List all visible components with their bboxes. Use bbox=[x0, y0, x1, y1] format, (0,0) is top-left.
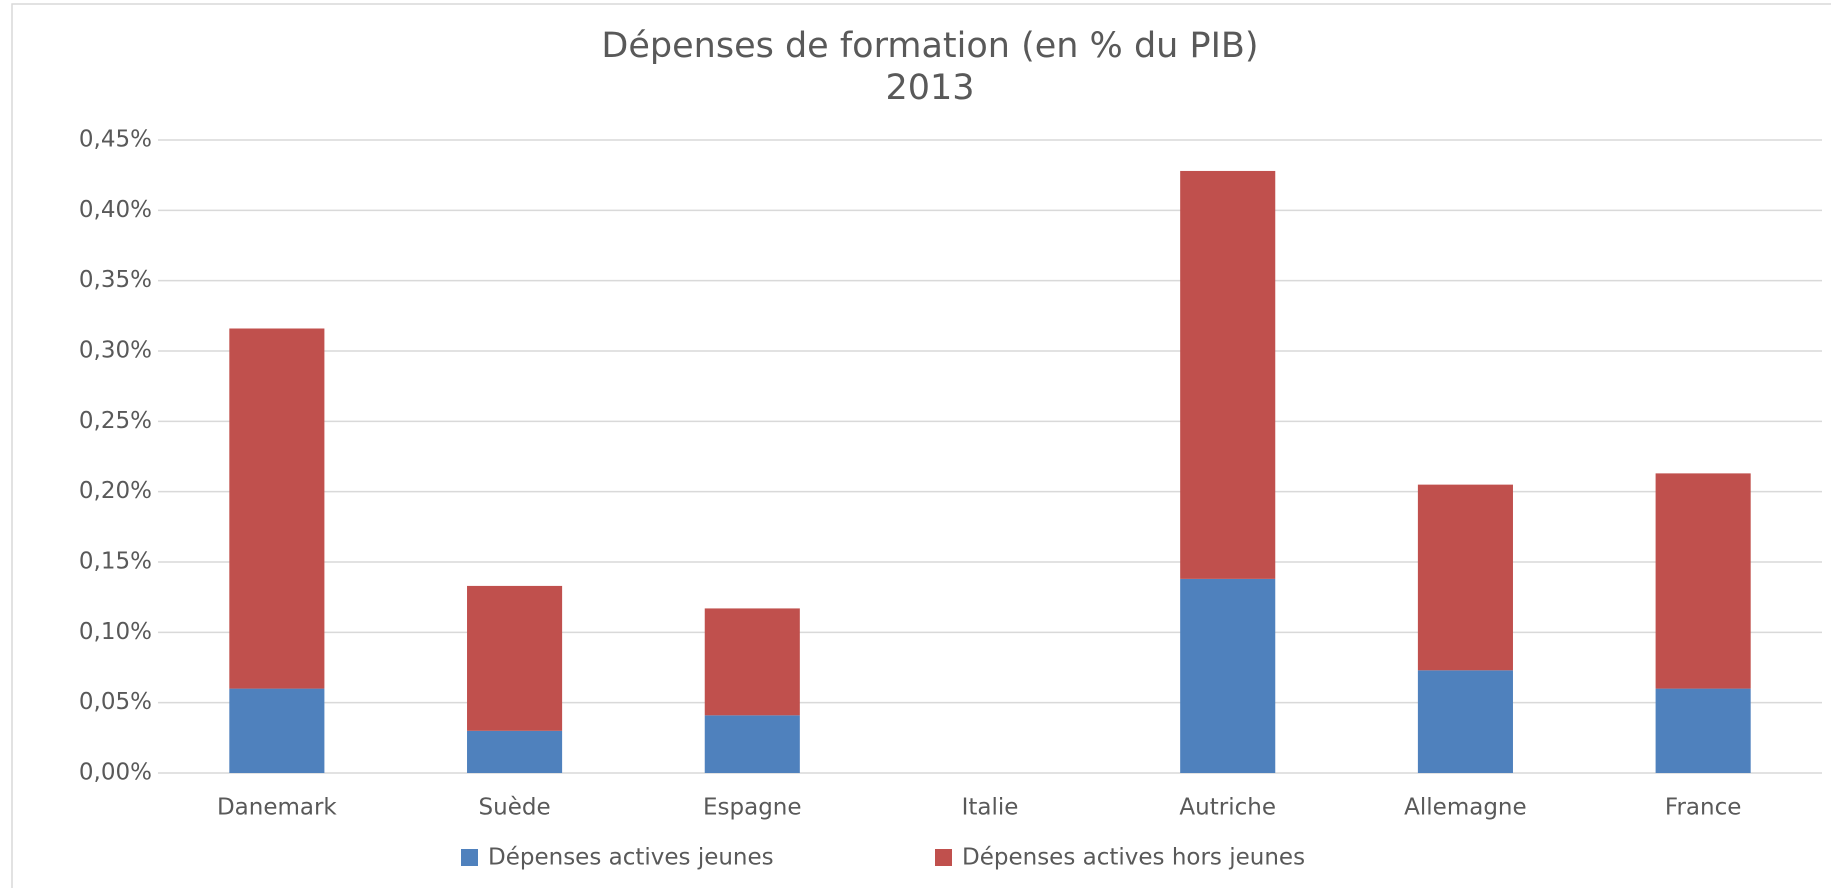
legend-swatch bbox=[461, 849, 478, 866]
y-tick-label: 0,25% bbox=[79, 408, 152, 434]
legend-swatch bbox=[935, 849, 952, 866]
y-tick-label: 0,45% bbox=[79, 127, 152, 153]
chart-subtitle: 2013 bbox=[885, 68, 974, 108]
y-tick-label: 0,10% bbox=[79, 619, 152, 645]
y-tick-label: 0,40% bbox=[79, 197, 152, 223]
y-tick-label: 0,05% bbox=[79, 689, 152, 715]
bar-segment bbox=[704, 608, 800, 716]
x-tick-label: Italie bbox=[962, 795, 1019, 821]
bar-segment bbox=[229, 328, 325, 689]
x-tick-label: Danemark bbox=[217, 795, 337, 821]
legend-label: Dépenses actives jeunes bbox=[488, 845, 774, 871]
bar-segment bbox=[1655, 688, 1751, 773]
bar-segment bbox=[1655, 473, 1751, 689]
x-tick-label: Autriche bbox=[1179, 795, 1276, 821]
x-tick-label: France bbox=[1665, 795, 1741, 821]
bar-segment bbox=[1180, 170, 1276, 579]
x-tick-label: Suède bbox=[479, 795, 551, 821]
bar-segment bbox=[1417, 670, 1513, 773]
bar-segment bbox=[467, 730, 563, 773]
x-tick-label: Espagne bbox=[703, 795, 802, 821]
y-tick-label: 0,00% bbox=[79, 760, 152, 786]
bar-segment bbox=[1417, 484, 1513, 671]
bar-segment bbox=[1180, 578, 1276, 773]
bar-segment bbox=[229, 688, 325, 773]
y-tick-label: 0,30% bbox=[79, 338, 152, 364]
y-tick-label: 0,35% bbox=[79, 267, 152, 293]
x-tick-label: Allemagne bbox=[1404, 795, 1527, 821]
chart-title: Dépenses de formation (en % du PIB) bbox=[601, 26, 1258, 66]
bar-segment bbox=[467, 585, 563, 731]
bar-segment bbox=[704, 715, 800, 773]
legend-label: Dépenses actives hors jeunes bbox=[962, 845, 1305, 871]
y-tick-label: 0,15% bbox=[79, 549, 152, 575]
y-tick-label: 0,20% bbox=[79, 478, 152, 504]
